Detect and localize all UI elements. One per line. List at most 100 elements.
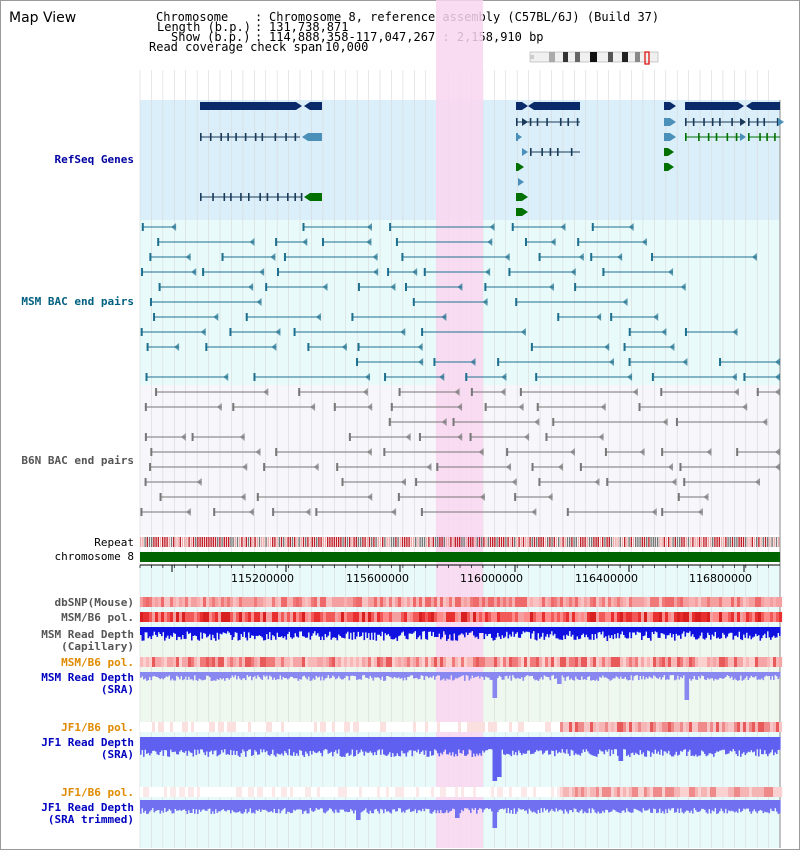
repeat-element: [747, 537, 749, 547]
jf1-b6-pol-track-2[interactable]: [140, 787, 783, 797]
repeat-element: [443, 537, 445, 547]
repeat-element: [214, 537, 217, 547]
track-label-jf1-b6-pol[interactable]: JF1/B6 pol.: [61, 721, 134, 734]
repeat-element: [778, 537, 780, 547]
repeat-element: [694, 537, 696, 547]
jf1-b6-pol-track[interactable]: [140, 722, 783, 732]
track-label-jf1-read-depth[interactable]: JF1 Read Depth: [41, 736, 134, 749]
repeat-element: [470, 537, 472, 547]
bac-end-pair: [302, 223, 372, 231]
strand-arrow-icon: [522, 208, 528, 216]
bac-end-pair: [263, 463, 319, 471]
jf1-read-depth-sra-track[interactable]: [140, 737, 781, 781]
track-label-msm-read-depth-capillary[interactable]: MSM Read Depth: [41, 628, 134, 641]
repeat-element: [520, 537, 522, 547]
axis-tick-label: 116000000: [460, 572, 523, 585]
refseq-genes[interactable]: [200, 102, 784, 216]
repeat-element: [542, 537, 544, 547]
repeat-element: [401, 537, 404, 547]
repeat-element: [643, 537, 646, 547]
track-label-msm-b6-pol-2[interactable]: MSM/B6 pol.: [61, 656, 134, 669]
track-label-capillary-sub: (Capillary): [61, 640, 134, 653]
chromosome-key: Chromosome: [156, 10, 229, 24]
repeat-element: [140, 537, 142, 547]
repeat-element: [487, 537, 489, 547]
repeat-element: [412, 537, 415, 547]
repeat-element: [408, 537, 410, 547]
msm-b6-pol-track[interactable]: [140, 612, 783, 622]
repeat-element: [511, 537, 514, 547]
repeat-element: [252, 537, 254, 547]
repeat-element: [426, 537, 428, 547]
bac-end-pair: [436, 463, 512, 471]
repeat-element: [588, 537, 591, 547]
bac-end-pair: [293, 328, 406, 336]
bac-end-pair: [574, 283, 686, 291]
bac-end-pair: [623, 343, 675, 351]
bac-end-pair: [398, 388, 460, 396]
bac-end-pair: [628, 328, 667, 336]
repeat-element: [496, 537, 498, 547]
bac-end-pair: [146, 343, 180, 351]
repeat-track[interactable]: [140, 537, 780, 547]
gene-feature: [664, 133, 670, 141]
strand-arrow-icon: [296, 102, 302, 110]
msm-b6-pol-track-2[interactable]: [140, 657, 783, 667]
repeat-element: [452, 537, 454, 547]
repeat-element: [725, 537, 727, 547]
repeat-element: [368, 537, 371, 547]
repeat-element: [676, 537, 679, 547]
repeat-element: [749, 537, 751, 547]
repeat-element: [250, 537, 252, 547]
track-label-dbsnp[interactable]: dbSNP(Mouse): [54, 596, 134, 609]
strand-arrow-icon: [522, 193, 528, 201]
bac-end-pair: [538, 253, 584, 261]
track-label-jf1-b6-pol-2[interactable]: JF1/B6 pol.: [61, 786, 134, 799]
repeat-element: [641, 537, 643, 547]
track-label-msm-b6-pol[interactable]: MSM/B6 pol.: [61, 611, 134, 624]
repeat-element: [712, 537, 714, 547]
chromosome-ideogram[interactable]: [529, 51, 659, 65]
repeat-element: [197, 537, 199, 547]
b6n-bac-pairs[interactable]: [140, 388, 780, 516]
track-label-msm-bac[interactable]: MSM BAC end pairs: [21, 295, 134, 308]
jf1-read-depth-trimmed-track[interactable]: [140, 800, 781, 828]
repeat-element: [599, 537, 602, 547]
track-label-repeat[interactable]: Repeat: [94, 536, 134, 549]
bac-end-pair: [465, 373, 507, 381]
track-label-jf1-sra-sub: (SRA): [100, 748, 134, 761]
track-label-chromosome: chromosome 8: [54, 550, 134, 563]
repeat-element: [263, 537, 265, 547]
track-label-b6n-bac[interactable]: B6N BAC end pairs: [21, 454, 134, 467]
repeat-element: [283, 537, 285, 547]
repeat-element: [386, 537, 388, 547]
track-label-msm-read-depth-sra[interactable]: MSM Read Depth: [41, 671, 134, 684]
bac-end-pair: [604, 448, 645, 456]
repeat-element: [707, 537, 709, 547]
repeat-element: [307, 537, 309, 547]
track-label-refseq[interactable]: RefSeq Genes: [54, 153, 134, 166]
dbsnp-track[interactable]: [140, 597, 783, 607]
repeat-element: [751, 537, 753, 547]
msm-read-depth-capillary-track[interactable]: [140, 627, 781, 641]
repeat-element: [767, 537, 769, 547]
repeat-element: [379, 537, 382, 547]
repeat-element: [665, 537, 668, 547]
msm-bac-pairs[interactable]: [140, 223, 780, 381]
msm-read-depth-sra-track[interactable]: [140, 672, 781, 700]
repeat-element: [144, 537, 146, 547]
gene-feature: [310, 193, 322, 201]
bac-end-pair: [159, 493, 246, 501]
repeat-element: [428, 537, 430, 547]
bac-end-pair: [535, 373, 633, 381]
gene-feature: [516, 193, 522, 201]
strand-arrow-icon: [518, 178, 524, 186]
bac-end-pair: [144, 478, 202, 486]
repeat-element: [393, 537, 395, 547]
repeat-element: [635, 537, 637, 547]
bac-end-pair: [743, 373, 780, 381]
axis-tick-label: 115200000: [231, 572, 294, 585]
strand-arrow-icon: [668, 163, 674, 171]
track-label-jf1-read-depth-trimmed[interactable]: JF1 Read Depth: [41, 801, 134, 814]
